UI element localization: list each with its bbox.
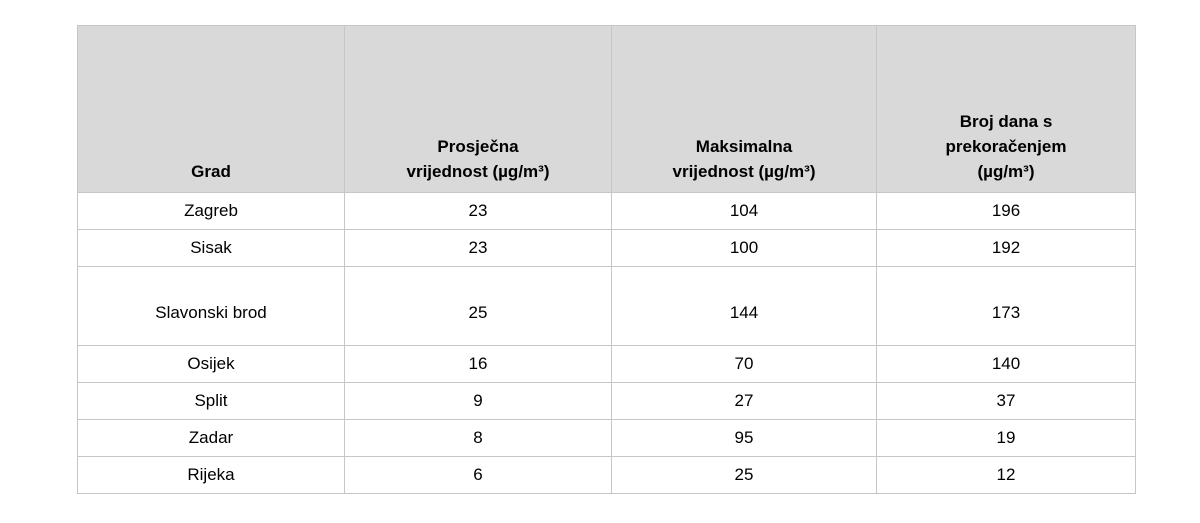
cell-max-value: 25 [611, 456, 877, 494]
cell-city: Zadar [77, 419, 345, 457]
header-cell-grad: Grad [77, 25, 345, 193]
header-cell-prosjecna-vrijednost: Prosječna vrijednost (µg/m³) [344, 25, 612, 193]
cell-exceedance-days: 173 [876, 266, 1136, 346]
table-row-slavonski-brod: Slavonski brod 25 144 173 [77, 266, 1136, 346]
table-header-row: Grad Prosječna vrijednost (µg/m³) Maksim… [77, 25, 1136, 193]
cell-max-value: 95 [611, 419, 877, 457]
table-row-split: Split 9 27 37 [77, 382, 1136, 420]
cell-avg-value: 16 [344, 345, 612, 383]
cell-city: Split [77, 382, 345, 420]
cell-city: Slavonski brod [77, 266, 345, 346]
cell-exceedance-days: 140 [876, 345, 1136, 383]
cell-avg-value: 23 [344, 192, 612, 230]
cell-exceedance-days: 196 [876, 192, 1136, 230]
cell-avg-value: 9 [344, 382, 612, 420]
table-row-zagreb: Zagreb 23 104 196 [77, 192, 1136, 230]
header-cell-broj-dana-s-prekoracenjem: Broj dana s prekoračenjem (µg/m³) [876, 25, 1136, 193]
cell-max-value: 27 [611, 382, 877, 420]
table-row-sisak: Sisak 23 100 192 [77, 229, 1136, 267]
table-row-rijeka: Rijeka 6 25 12 [77, 456, 1136, 494]
cell-city: Osijek [77, 345, 345, 383]
table-row-osijek: Osijek 16 70 140 [77, 345, 1136, 383]
table-row-zadar: Zadar 8 95 19 [77, 419, 1136, 457]
cell-city: Zagreb [77, 192, 345, 230]
header-cell-maksimalna-vrijednost: Maksimalna vrijednost (µg/m³) [611, 25, 877, 193]
cell-exceedance-days: 12 [876, 456, 1136, 494]
cell-max-value: 70 [611, 345, 877, 383]
cell-avg-value: 23 [344, 229, 612, 267]
cell-exceedance-days: 37 [876, 382, 1136, 420]
cell-city: Rijeka [77, 456, 345, 494]
cell-exceedance-days: 19 [876, 419, 1136, 457]
cell-avg-value: 8 [344, 419, 612, 457]
cell-exceedance-days: 192 [876, 229, 1136, 267]
cell-city: Sisak [77, 229, 345, 267]
cell-max-value: 144 [611, 266, 877, 346]
cell-max-value: 104 [611, 192, 877, 230]
air-quality-table: Grad Prosječna vrijednost (µg/m³) Maksim… [77, 25, 1136, 494]
cell-avg-value: 6 [344, 456, 612, 494]
cell-avg-value: 25 [344, 266, 612, 346]
cell-max-value: 100 [611, 229, 877, 267]
